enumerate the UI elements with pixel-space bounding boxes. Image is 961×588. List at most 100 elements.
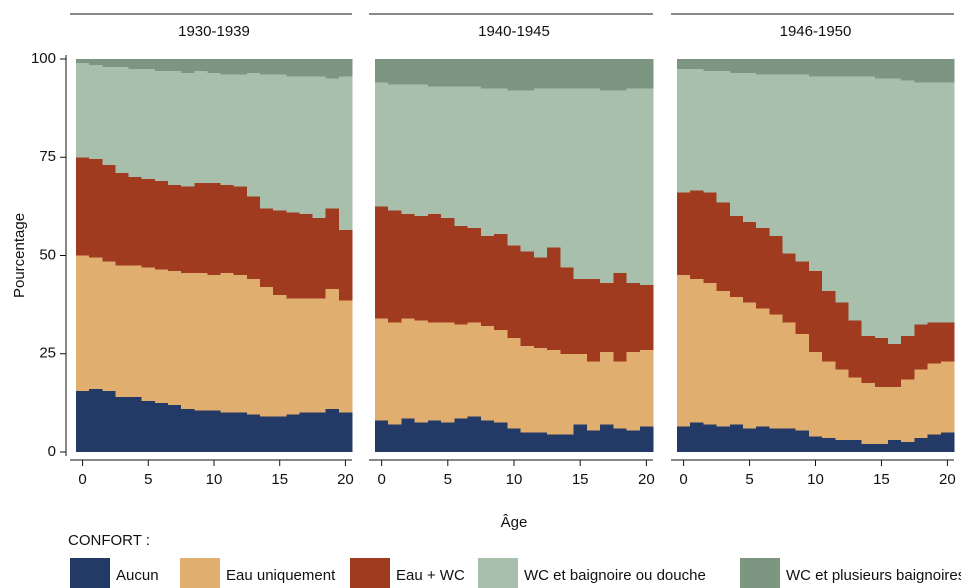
area-segment: [299, 59, 314, 77]
area-segment: [286, 76, 300, 213]
x-tick-label: 5: [144, 471, 152, 488]
area-segment: [639, 59, 654, 89]
area-segment: [560, 59, 575, 89]
area-segment: [507, 428, 522, 452]
area-segment: [703, 192, 718, 284]
area-segment: [154, 59, 169, 71]
area-segment: [586, 88, 601, 280]
area-segment: [756, 426, 770, 452]
area-segment: [677, 59, 691, 69]
x-tick-label: 10: [807, 471, 824, 488]
area-segment: [940, 59, 955, 83]
area-segment: [626, 430, 641, 452]
area-segment: [533, 59, 548, 89]
area-segment: [299, 214, 314, 299]
area-segment: [401, 84, 416, 215]
area-segment: [414, 84, 429, 217]
area-segment: [168, 404, 182, 452]
area-segment: [76, 391, 90, 452]
area-segment: [467, 59, 482, 87]
x-tick-label: 0: [377, 471, 385, 488]
area-segment: [312, 59, 327, 77]
area-segment: [454, 86, 469, 227]
area-segment: [388, 59, 402, 85]
area-segment: [260, 74, 274, 209]
area-segment: [901, 379, 915, 443]
area-segment: [639, 88, 654, 285]
area-segment: [639, 426, 654, 452]
area-segment: [795, 59, 810, 75]
area-segment: [560, 353, 575, 435]
area-segment: [507, 245, 522, 339]
area-segment: [600, 59, 614, 91]
x-tick-label: 5: [745, 471, 753, 488]
area-segment: [729, 72, 744, 217]
area-segment: [154, 269, 169, 403]
area-segment: [89, 159, 103, 258]
area-segment: [246, 196, 261, 280]
area-segment: [260, 416, 274, 452]
area-segment: [888, 59, 902, 79]
area-segment: [207, 275, 222, 411]
area-segment: [454, 59, 469, 87]
area-segment: [128, 265, 143, 397]
area-segment: [547, 349, 561, 435]
area-segment: [246, 279, 261, 415]
area-segment: [115, 396, 130, 452]
legend-label: WC et baignoire ou douche: [524, 567, 706, 584]
area-segment: [848, 377, 863, 441]
area-segment: [769, 74, 784, 236]
area-segment: [822, 59, 836, 77]
area-segment: [547, 247, 561, 350]
area-segment: [573, 59, 588, 89]
area-segment: [273, 210, 287, 295]
area-segment: [756, 74, 770, 228]
area-segment: [639, 349, 654, 427]
area-segment: [782, 59, 797, 75]
area-segment: [507, 90, 522, 246]
area-segment: [703, 59, 718, 71]
area-segment: [338, 76, 353, 230]
area-segment: [782, 322, 797, 429]
area-segment: [441, 322, 455, 423]
area-segment: [547, 59, 561, 89]
x-tick-label: 20: [337, 471, 354, 488]
area-segment: [154, 70, 169, 181]
area-segment: [194, 182, 208, 274]
area-segment: [586, 59, 601, 89]
y-tick-label: 50: [39, 246, 56, 263]
area-segment: [677, 192, 691, 276]
x-tick-label: 20: [939, 471, 956, 488]
area-segment: [480, 59, 495, 89]
area-segment: [401, 214, 416, 319]
area-segment: [914, 438, 929, 452]
area-segment: [756, 308, 770, 427]
area-segment: [194, 70, 208, 183]
area-segment: [246, 414, 261, 452]
area-segment: [89, 389, 103, 452]
area-segment: [914, 82, 929, 325]
area-segment: [260, 208, 274, 287]
area-segment: [480, 326, 495, 421]
area-segment: [874, 59, 889, 79]
legend-swatch: [350, 558, 390, 588]
area-segment: [782, 74, 797, 254]
area-segment: [207, 72, 222, 183]
area-segment: [194, 273, 208, 411]
area-segment: [325, 288, 340, 409]
area-segment: [388, 322, 402, 425]
area-segment: [375, 82, 389, 207]
area-segment: [520, 251, 535, 346]
legend-swatch: [70, 558, 110, 588]
area-segment: [312, 76, 327, 219]
area-segment: [547, 434, 561, 452]
area-segment: [76, 157, 90, 256]
area-segment: [888, 387, 902, 441]
area-segment: [441, 218, 455, 323]
area-segment: [533, 347, 548, 433]
area-segment: [927, 363, 942, 435]
area-segment: [286, 414, 300, 452]
area-segment: [874, 338, 889, 388]
area-segment: [494, 59, 508, 89]
area-segment: [375, 420, 389, 452]
